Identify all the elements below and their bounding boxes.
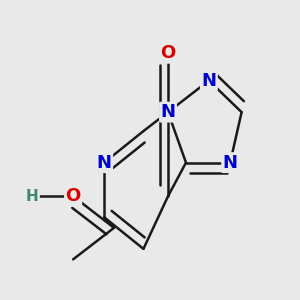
- Text: N: N: [201, 72, 216, 90]
- Text: O: O: [160, 44, 175, 62]
- Text: H: H: [26, 189, 39, 204]
- Text: N: N: [223, 154, 238, 172]
- Text: N: N: [97, 154, 112, 172]
- Text: O: O: [65, 187, 81, 205]
- Text: N: N: [160, 103, 175, 121]
